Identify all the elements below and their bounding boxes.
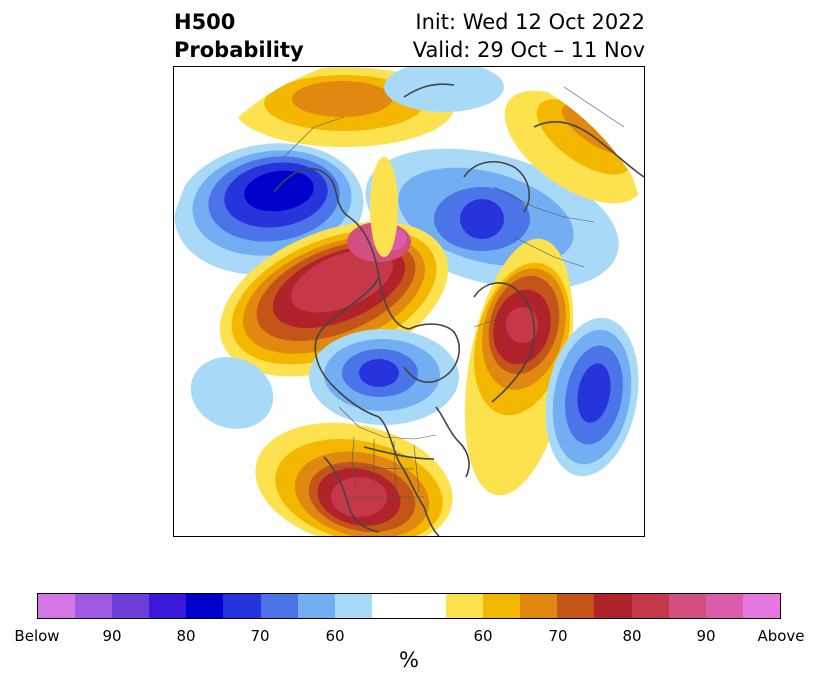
colorbar-segment — [742, 594, 780, 618]
colorbar-tick-label: 70 — [250, 627, 270, 645]
product-label: Probability — [174, 38, 304, 62]
colorbar-segment — [520, 594, 558, 618]
anomaly-canada-trough — [309, 329, 459, 425]
init-date: Init: Wed 12 Oct 2022 — [415, 10, 645, 34]
anomaly-alaska-trough — [174, 143, 364, 275]
anomaly-greenland-ridge — [464, 238, 574, 496]
colorbar-segment — [446, 594, 484, 618]
colorbar-segment — [186, 594, 224, 618]
colorbar-segment — [705, 594, 743, 618]
colorbar-segment — [483, 594, 521, 618]
colorbar-segment — [594, 594, 632, 618]
colorbar-segment — [371, 594, 409, 618]
probability-map — [173, 66, 645, 537]
colorbar-tick-label: 80 — [176, 627, 196, 645]
colorbar-tick-label: 90 — [696, 627, 716, 645]
colorbar-segment — [260, 594, 298, 618]
colorbar-segment — [112, 594, 150, 618]
valid-period: Valid: 29 Oct – 11 Nov — [412, 38, 645, 62]
variable-label: H500 — [174, 10, 236, 34]
colorbar-tick-label: 70 — [548, 627, 568, 645]
colorbar-segment — [75, 594, 113, 618]
chart-title-left: H500 Probability — [174, 8, 304, 64]
borders — [283, 86, 625, 498]
colorbar-tick-label: Above — [757, 627, 805, 645]
colorbar-tick-label: Below — [14, 627, 60, 645]
colorbar-segment — [557, 594, 595, 618]
anomaly-atlantic-trough — [545, 317, 639, 477]
colorbar-segment — [38, 594, 76, 618]
colorbar — [37, 593, 781, 619]
colorbar-tick-label: 80 — [622, 627, 642, 645]
anomaly-subtropical-pacific — [190, 357, 274, 429]
colorbar-unit: % — [399, 648, 419, 672]
colorbar-segment — [297, 594, 335, 618]
colorbar-segment — [334, 594, 372, 618]
colorbar-tick-label: 60 — [325, 627, 345, 645]
map-canvas — [174, 67, 644, 536]
coastlines — [273, 83, 644, 536]
colorbar-tick-label: 90 — [102, 627, 122, 645]
colorbar-segment — [149, 594, 187, 618]
colorbar-segment — [408, 594, 447, 618]
colorbar-segment — [631, 594, 669, 618]
colorbar-segment — [223, 594, 261, 618]
colorbar-tick-label: 60 — [473, 627, 493, 645]
chart-title-right: Init: Wed 12 Oct 2022 Valid: 29 Oct – 11… — [413, 8, 645, 64]
colorbar-segment — [668, 594, 706, 618]
